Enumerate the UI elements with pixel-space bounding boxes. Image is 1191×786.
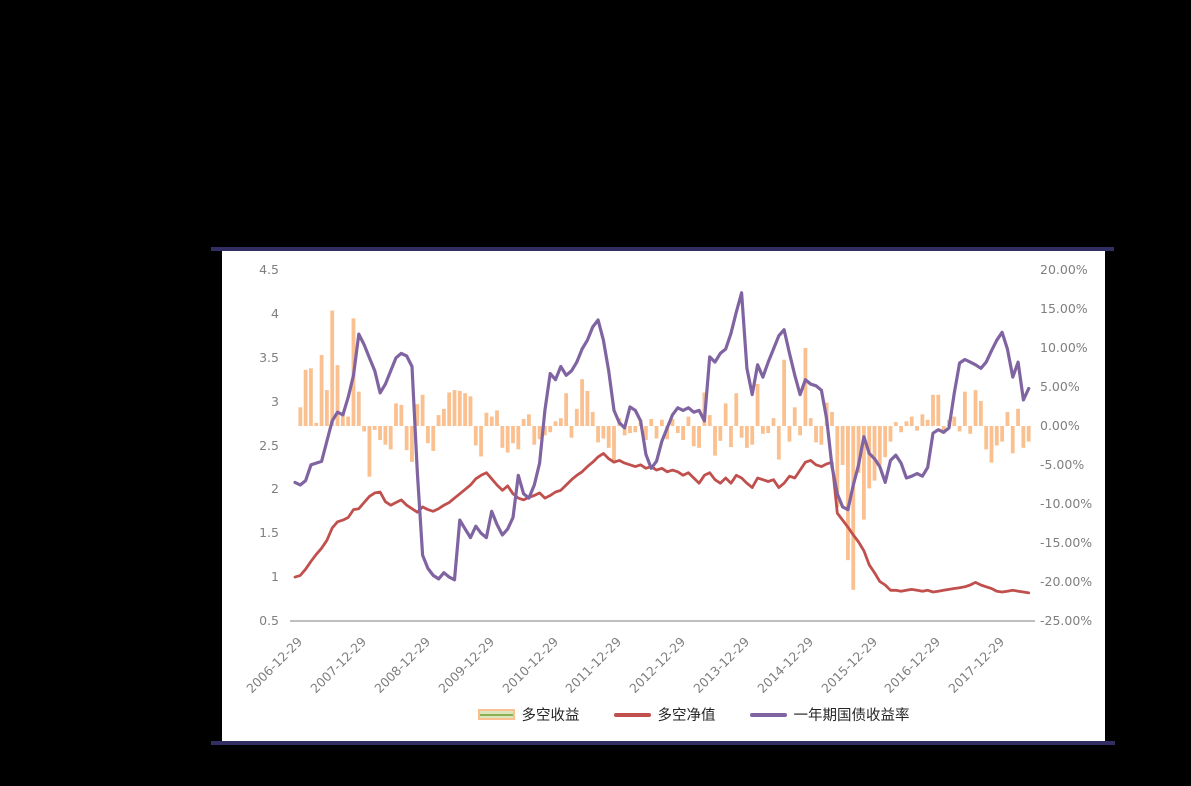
legend-item-netvalue: 多空净值 bbox=[613, 704, 716, 725]
right-axis-tick: -20.00% bbox=[1040, 574, 1093, 589]
legend: 多空收益 多空净值 一年期国债收益率 bbox=[252, 704, 1135, 725]
left-axis-tick: 3.5 bbox=[259, 349, 279, 365]
legend-label-bond-yield: 一年期国债收益率 bbox=[793, 708, 910, 724]
right-axis-tick: 10.00% bbox=[1040, 340, 1088, 355]
bar-swatch-midline bbox=[479, 713, 513, 716]
bar-series-swatch-icon bbox=[477, 709, 515, 720]
right-axis-tick: -5.00% bbox=[1040, 457, 1085, 472]
left-axis-tick: 4.5 bbox=[259, 262, 279, 277]
bond-yield-line-swatch-icon bbox=[749, 712, 787, 717]
legend-label-netvalue: 多空净值 bbox=[657, 708, 716, 724]
left-axis-tick: 2.5 bbox=[259, 437, 279, 453]
right-axis-tick: -15.00% bbox=[1040, 535, 1093, 550]
right-axis-tick: 20.00% bbox=[1040, 262, 1088, 277]
left-axis-tick: 1.5 bbox=[259, 525, 279, 541]
netvalue-line-swatch-icon bbox=[613, 712, 651, 717]
right-axis-tick: -25.00% bbox=[1040, 613, 1093, 628]
right-axis-tick: 5.00% bbox=[1040, 379, 1080, 394]
panel-top-border bbox=[211, 247, 1114, 251]
legend-item-bar-series: 多空收益 bbox=[477, 704, 580, 725]
left-axis-tick: 0.5 bbox=[259, 613, 279, 628]
legend-label-bar-series: 多空收益 bbox=[521, 708, 580, 724]
legend-item-bond-yield: 一年期国债收益率 bbox=[749, 704, 910, 725]
right-axis-tick: 15.00% bbox=[1040, 301, 1088, 316]
left-axis-tick: 2 bbox=[271, 481, 279, 497]
left-axis-tick: 4 bbox=[271, 305, 279, 321]
left-axis-tick: 1 bbox=[271, 569, 279, 585]
right-axis-tick: 0.00% bbox=[1040, 418, 1080, 433]
panel-bottom-border bbox=[211, 741, 1115, 745]
left-axis-tick: 3 bbox=[271, 393, 279, 409]
right-axis-tick: -10.00% bbox=[1040, 496, 1093, 511]
